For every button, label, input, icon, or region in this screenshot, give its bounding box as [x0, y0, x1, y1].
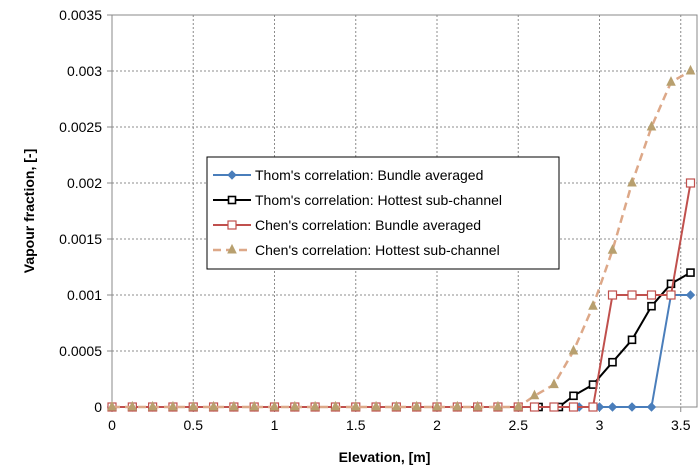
data-point: [529, 402, 540, 412]
data-point: [588, 402, 598, 412]
data-point: [529, 389, 540, 400]
data-point: [391, 400, 402, 411]
data-point: [310, 400, 320, 411]
y-tick-label: 0.002: [67, 175, 102, 191]
data-point: [627, 176, 637, 187]
data-point: [568, 344, 579, 355]
data-point: [666, 279, 676, 289]
data-point: [127, 400, 138, 411]
data-point: [168, 400, 178, 411]
data-point: [513, 400, 524, 411]
data-point: [646, 402, 657, 412]
data-point: [107, 400, 117, 411]
x-tick-label: 2: [433, 417, 441, 433]
data-point: [588, 380, 598, 389]
data-point: [432, 400, 442, 411]
data-point: [472, 400, 483, 411]
legend-box: [206, 156, 560, 270]
data-point: [685, 64, 696, 75]
series-4: [107, 64, 696, 411]
data-point: [627, 290, 637, 300]
data-point: [627, 402, 637, 412]
data-point: [371, 400, 381, 411]
data-point: [647, 301, 656, 311]
y-tick-label: 0.0025: [59, 119, 102, 135]
data-point: [666, 76, 676, 86]
y-tick-label: 0: [94, 399, 102, 415]
legend-label: Thom's correlation: Hottest sub-channel: [255, 192, 502, 208]
legend-item: Thom's correlation: Hottest sub-channel: [213, 192, 502, 208]
data-point: [493, 400, 503, 411]
x-tick-label: 2.5: [509, 417, 529, 433]
data-point: [290, 400, 300, 411]
series-line: [112, 69, 692, 409]
x-tick-label: 0: [108, 417, 116, 433]
series-layer: [107, 64, 696, 412]
legend: Thom's correlation: Bundle averaged Thom'…: [206, 156, 560, 270]
data-point: [229, 400, 239, 411]
data-point: [208, 400, 219, 411]
data-point: [685, 178, 696, 188]
data-point: [646, 290, 657, 300]
data-point: [607, 290, 618, 300]
x-tick-label: 3.5: [671, 417, 691, 433]
x-tick-label: 1.5: [346, 417, 366, 433]
data-point: [227, 170, 237, 180]
x-axis-title: Elevation, [m]: [339, 449, 431, 465]
data-point: [452, 400, 463, 411]
data-point: [666, 290, 676, 300]
series-2: [107, 268, 695, 412]
data-point: [249, 400, 259, 411]
data-point: [549, 402, 559, 412]
data-point: [569, 391, 578, 401]
data-point: [350, 400, 361, 411]
data-point: [549, 378, 559, 389]
data-point: [147, 400, 158, 411]
data-point: [411, 400, 422, 411]
x-tick-label: 0.5: [184, 417, 204, 433]
data-point: [686, 268, 695, 277]
data-point: [330, 400, 341, 411]
data-point: [188, 400, 199, 411]
data-point: [568, 402, 579, 412]
y-tick-label: 0.001: [67, 287, 102, 303]
data-point: [685, 290, 696, 300]
y-tick-label: 0.0035: [59, 7, 102, 23]
data-point: [588, 300, 598, 310]
x-tick-label: 3: [596, 417, 604, 433]
y-tick-label: 0.003: [67, 63, 102, 79]
data-point: [627, 335, 637, 345]
data-point: [646, 120, 657, 131]
legend-label: Chen's correlation: Bundle averaged: [255, 217, 481, 233]
legend-item: Chen's correlation: Hottest sub-channel: [213, 242, 500, 258]
data-point: [227, 243, 237, 254]
data-point: [607, 244, 618, 254]
y-tick-label: 0.0005: [59, 343, 102, 359]
x-tick-label: 1: [271, 417, 279, 433]
y-tick-label: 0.0015: [59, 231, 102, 247]
data-point: [607, 402, 618, 412]
data-point: [608, 357, 617, 367]
data-point: [227, 220, 237, 230]
legend-label: Chen's correlation: Hottest sub-channel: [255, 242, 500, 258]
legend-item: Thom's correlation: Bundle averaged: [213, 167, 483, 183]
data-point: [227, 195, 237, 205]
legend-label: Thom's correlation: Bundle averaged: [255, 167, 483, 183]
data-point: [269, 400, 280, 411]
legend-item: Chen's correlation: Bundle averaged: [213, 217, 481, 233]
y-axis-title: Vapour fraction, [-]: [21, 149, 37, 273]
